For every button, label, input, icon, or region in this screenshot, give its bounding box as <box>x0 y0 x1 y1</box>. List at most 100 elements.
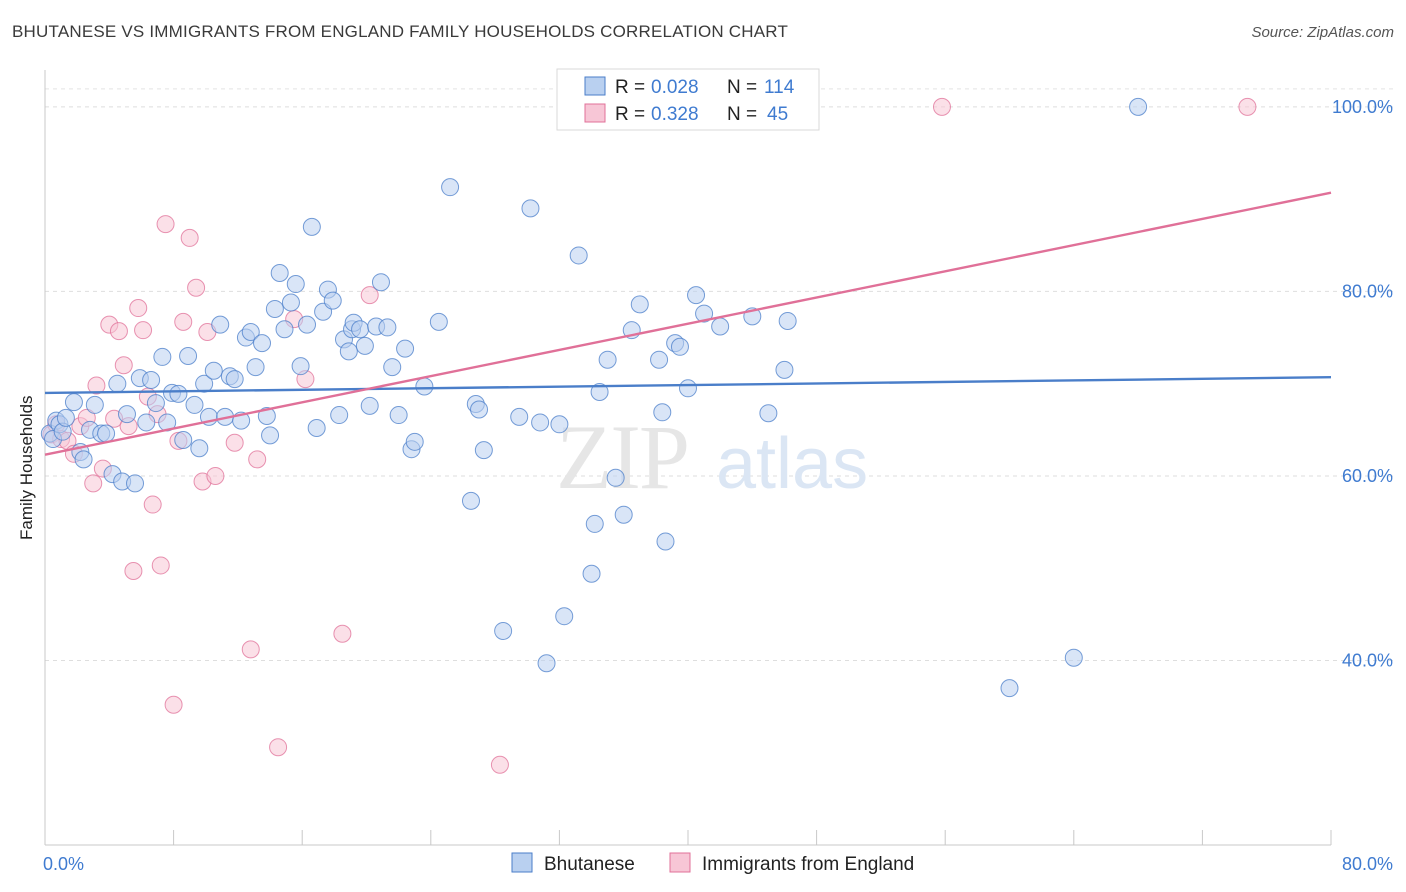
stats-r-label-2: R = <box>615 104 645 125</box>
stats-r-value-1: 0.028 <box>651 77 699 98</box>
point-bhutanese-83 <box>537 654 556 673</box>
point-bhutanese-22 <box>153 347 172 366</box>
point-bhutanese-66 <box>378 318 397 337</box>
point-bhutanese-63 <box>360 396 379 415</box>
point-bhutanese-71 <box>405 432 424 451</box>
point-england-33 <box>248 450 267 469</box>
watermark: ZIP atlas <box>556 406 868 508</box>
point-bhutanese-92 <box>606 468 625 487</box>
point-bhutanese-50 <box>298 315 317 334</box>
legend-label-bhutanese: Bhutanese <box>544 854 635 875</box>
point-bhutanese-43 <box>261 426 280 445</box>
stats-n-label-2: N = <box>727 104 757 125</box>
point-bhutanese-89 <box>585 514 604 533</box>
point-bhutanese-5 <box>56 408 75 427</box>
point-bhutanese-62 <box>355 336 374 355</box>
stats-swatch-england <box>584 103 606 123</box>
point-bhutanese-56 <box>330 406 349 425</box>
stats-r-value-2: 0.328 <box>651 104 699 125</box>
point-bhutanese-74 <box>441 178 460 197</box>
point-england-39 <box>490 755 509 774</box>
point-england-41 <box>1238 97 1257 116</box>
point-bhutanese-36 <box>225 370 244 389</box>
stats-n-label-1: N = <box>727 77 757 98</box>
point-bhutanese-8 <box>74 450 93 469</box>
point-bhutanese-72 <box>415 377 434 396</box>
point-bhutanese-101 <box>679 379 697 398</box>
point-bhutanese-44 <box>265 299 284 318</box>
x-tick-label-min: 0.0% <box>43 854 84 874</box>
point-england-17 <box>134 321 153 340</box>
point-bhutanese-26 <box>174 430 193 449</box>
point-bhutanese-46 <box>275 320 294 339</box>
point-england-30 <box>206 466 225 485</box>
y-tick-label-100: 100.0% <box>1332 97 1393 117</box>
point-england-40 <box>932 97 951 116</box>
x-tick-label-max: 80.0% <box>1342 854 1393 874</box>
stats-n-value-2: 45 <box>767 104 788 125</box>
point-bhutanese-78 <box>474 441 493 460</box>
point-england-32 <box>241 640 260 659</box>
point-bhutanese-49 <box>291 357 310 376</box>
point-bhutanese-67 <box>383 358 402 377</box>
point-bhutanese-98 <box>656 532 675 551</box>
point-bhutanese-87 <box>569 246 588 265</box>
point-bhutanese-97 <box>653 403 672 422</box>
point-bhutanese-40 <box>246 358 265 377</box>
point-bhutanese-10 <box>85 395 104 414</box>
point-england-22 <box>156 215 175 234</box>
point-bhutanese-96 <box>650 350 669 369</box>
point-bhutanese-52 <box>307 418 326 437</box>
point-england-25 <box>174 312 193 331</box>
point-england-13 <box>114 356 133 375</box>
point-england-38 <box>360 286 379 305</box>
point-bhutanese-39 <box>241 323 260 342</box>
point-england-12 <box>109 322 128 341</box>
point-bhutanese-42 <box>257 406 276 425</box>
point-bhutanese-25 <box>169 384 188 403</box>
point-bhutanese-16 <box>117 405 136 424</box>
y-tick-label-80: 80.0% <box>1342 281 1393 301</box>
point-bhutanese-108 <box>775 360 794 379</box>
point-bhutanese-82 <box>531 413 550 432</box>
point-bhutanese-55 <box>323 291 342 310</box>
point-bhutanese-107 <box>759 404 778 423</box>
point-england-21 <box>151 556 170 575</box>
legend-label-england: Immigrants from England <box>702 854 914 875</box>
stats-swatch-bhutanese <box>584 76 606 96</box>
point-bhutanese-41 <box>253 334 272 353</box>
point-bhutanese-91 <box>598 350 617 369</box>
point-england-7 <box>84 474 103 493</box>
point-bhutanese-84 <box>550 415 569 434</box>
trend-lines <box>44 191 1332 456</box>
watermark-atlas: atlas <box>716 424 868 504</box>
axes <box>44 70 1332 846</box>
point-bhutanese-29 <box>190 439 209 458</box>
trend-line-england <box>44 191 1332 456</box>
point-bhutanese-81 <box>521 199 540 218</box>
point-bhutanese-28 <box>185 395 204 414</box>
point-england-19 <box>143 495 162 514</box>
point-bhutanese-111 <box>1064 648 1083 667</box>
point-bhutanese-80 <box>510 407 529 426</box>
point-england-27 <box>187 278 206 297</box>
source-note: Source: ZipAtlas.com <box>1251 24 1394 41</box>
point-bhutanese-12 <box>97 424 116 443</box>
point-bhutanese-65 <box>371 273 390 292</box>
point-bhutanese-32 <box>204 361 223 380</box>
trend-line-bhutanese <box>44 376 1332 395</box>
point-bhutanese-88 <box>582 564 601 583</box>
point-england-23 <box>164 695 183 714</box>
point-bhutanese-110 <box>1000 679 1019 698</box>
point-bhutanese-45 <box>270 263 289 282</box>
point-bhutanese-17 <box>126 474 145 493</box>
stats-n-value-1: 114 <box>764 77 795 98</box>
legend-swatch-england <box>669 852 691 873</box>
point-bhutanese-20 <box>142 371 161 389</box>
point-bhutanese-90 <box>590 382 609 401</box>
series-bhutanese <box>40 97 1148 698</box>
stats-legend: R = 0.028 N = 114 R = 0.328 N = 45 <box>556 68 820 131</box>
point-bhutanese-69 <box>396 339 415 358</box>
point-bhutanese-14 <box>108 374 127 393</box>
